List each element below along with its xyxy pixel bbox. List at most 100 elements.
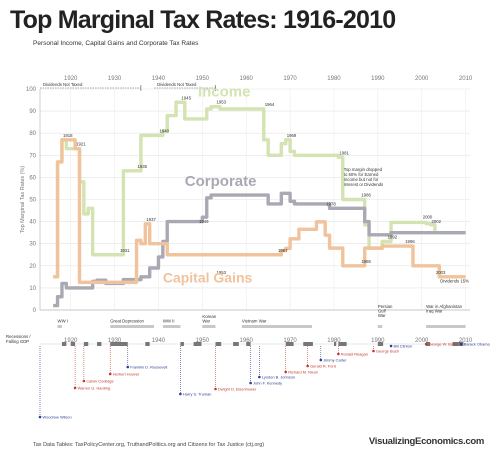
- recession-bar: [233, 342, 239, 346]
- recession-bar: [70, 342, 76, 346]
- grid-lines: [40, 88, 470, 311]
- war-bar: [57, 325, 62, 328]
- note-line: Top margin dropped: [344, 167, 383, 172]
- war-bar: [162, 325, 181, 328]
- footer-brand: VisualizingEconomics.com: [368, 436, 484, 447]
- y-tick-label: 30: [29, 242, 36, 248]
- annotation-label: 1935: [138, 164, 148, 169]
- y-tick-label: 40: [29, 220, 36, 226]
- x-tick-label-bottom: 1960: [240, 338, 254, 344]
- president-name: George Bush: [376, 348, 399, 353]
- war-label: War: [378, 313, 386, 318]
- president-name: Dwight D. Eisenhower: [218, 386, 257, 391]
- annotation-label: 2003: [436, 270, 446, 275]
- president-dot: [258, 375, 261, 379]
- president-name: John F. Kennedy: [253, 380, 282, 385]
- x-tick-label-top: 1980: [327, 76, 341, 82]
- war-label: Korean: [202, 314, 216, 319]
- series-lines: [53, 100, 466, 308]
- president-name: Warren G. Harding: [78, 385, 111, 390]
- recession-bar: [61, 342, 67, 346]
- recession-bar: [452, 342, 464, 346]
- x-tick-label-bottom: 1970: [283, 338, 297, 344]
- y-tick-label: 80: [29, 131, 36, 137]
- president-name: George W. Bush: [429, 341, 458, 346]
- war-bar: [241, 325, 313, 328]
- dividends-not-taxed-label: Dividends Not Taxed: [43, 82, 83, 87]
- president-markers: Woodrow Wilson Warren G. Harding Calvin Co…: [38, 341, 491, 419]
- recession-bar: [246, 342, 251, 346]
- annotation-label: 1986: [361, 259, 371, 264]
- x-tick-label-top: 2000: [415, 76, 429, 82]
- series-label-corporate: Corporate: [185, 173, 257, 190]
- recession-timeline: Recessions /Falling GDP: [6, 334, 470, 346]
- war-bar: [426, 325, 466, 328]
- president-dot: [372, 349, 375, 353]
- president-name: Ronald Reagan: [341, 351, 368, 356]
- president-name: Jimmy Carter: [323, 357, 347, 362]
- x-tick-label-bottom: 2010: [459, 338, 473, 344]
- annotation-label: 1940: [159, 128, 169, 133]
- president-name: Herbert Hoover: [113, 371, 140, 376]
- annotation-label: 1969: [287, 133, 297, 138]
- annotation-label: 1921: [76, 142, 86, 147]
- y-tick-label: 70: [29, 153, 36, 159]
- note-line: Interest or Dividends: [344, 182, 383, 187]
- president-dot: [38, 415, 42, 419]
- note-line: Income but not for: [344, 177, 379, 182]
- annotation-label: 1931: [120, 248, 130, 253]
- y-axis-label: Top Marginal Tax Rates (%): [20, 166, 26, 234]
- series-line-capital-gains: [53, 138, 466, 285]
- president-dot: [284, 370, 288, 374]
- y-tick-label: 60: [29, 175, 36, 181]
- recession-bar: [83, 342, 89, 346]
- y-tick-label: 100: [26, 87, 37, 93]
- annotation-label: 1986: [361, 193, 371, 198]
- annotation-label: 1981: [339, 151, 349, 156]
- recession-bar: [377, 342, 384, 346]
- president-dot: [249, 381, 252, 385]
- annotation-label: 1937: [146, 217, 156, 222]
- recession-bar: [333, 342, 337, 346]
- war-bar: [202, 325, 216, 328]
- war-label: Vietnam War: [242, 319, 267, 324]
- y-tick-label: 20: [29, 264, 36, 270]
- series-labels: Income Corporate Capital Gains: [163, 84, 257, 286]
- annotation-label: 1978: [326, 201, 336, 206]
- recession-bar: [145, 342, 150, 346]
- x-tick-label-bottom: 1950: [196, 338, 210, 344]
- president-dot: [179, 392, 182, 396]
- president-dot: [108, 372, 112, 376]
- war-label: Gulf: [378, 309, 387, 314]
- annotation-label: 1953: [217, 100, 227, 105]
- recession-bar: [426, 342, 431, 346]
- president-name: Harry S. Truman: [183, 391, 212, 396]
- x-tick-label-top: 1950: [196, 76, 210, 82]
- president-dot: [389, 344, 393, 348]
- president-dot: [126, 365, 130, 369]
- president-name: Woodrow Wilson: [43, 414, 72, 419]
- president-dot: [424, 342, 428, 346]
- y-tick-label: 10: [29, 286, 36, 292]
- recession-bar: [97, 342, 102, 346]
- series-line-corporate: [53, 191, 466, 308]
- note-line: to 50% for Earned: [344, 172, 379, 177]
- annotation-label: 2000: [423, 215, 433, 220]
- annotation-label: 1949: [199, 219, 209, 224]
- annotation-label: 1992: [388, 234, 398, 239]
- president-name: Richard M. Nixon: [288, 369, 318, 374]
- y-tick-label: 50: [29, 198, 36, 204]
- recession-bar: [338, 342, 347, 346]
- war-label: WW II: [163, 319, 175, 324]
- president-name: Bill Clinton: [394, 343, 412, 348]
- footer-source: Tax Data Tables: TaxPolicyCenter.org, Tr…: [33, 442, 265, 448]
- war-label: Persian: [378, 304, 393, 309]
- series-label-capital-gains: Capital Gains: [163, 269, 253, 285]
- y-tick-label: 0: [33, 308, 37, 314]
- war-label: Great Depression: [110, 319, 144, 324]
- x-tick-label-bottom: 1980: [327, 338, 341, 344]
- war-label: War: [202, 319, 210, 324]
- war-bar: [110, 325, 155, 328]
